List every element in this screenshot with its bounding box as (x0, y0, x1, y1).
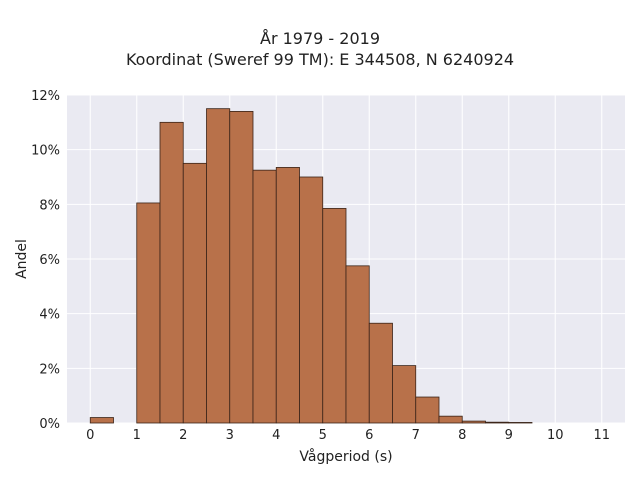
x-tick-label: 2 (179, 428, 187, 443)
y-tick-label: 2% (39, 362, 60, 377)
histogram-bar (275, 167, 300, 424)
histogram-bar (485, 421, 510, 424)
histogram-bar (229, 111, 254, 424)
y-tick-label: 0% (39, 417, 60, 432)
histogram-bar (415, 396, 440, 424)
histogram-bar (322, 208, 347, 424)
histogram-bar (136, 202, 161, 424)
chart-title-line-2: Koordinat (Sweref 99 TM): E 344508, N 62… (125, 50, 515, 69)
x-tick-label: 9 (505, 428, 513, 443)
x-tick-label: 11 (593, 428, 610, 443)
x-tick-label: 8 (458, 428, 466, 443)
x-tick-label: 0 (86, 428, 94, 443)
y-tick-labels: 0% 2% 4% 6% 8% 10% 12% (31, 89, 60, 432)
y-tick-label: 12% (31, 89, 60, 104)
x-tick-label: 3 (226, 428, 234, 443)
x-tick-label: 4 (272, 428, 280, 443)
histogram-bars (89, 108, 533, 424)
histogram-bar (345, 265, 370, 424)
x-tick-label: 7 (412, 428, 420, 443)
histogram-bar (368, 322, 393, 424)
histogram-bar (508, 422, 533, 424)
histogram-bar (206, 108, 231, 424)
y-tick-label: 4% (39, 308, 60, 323)
x-tick-labels: 0 1 2 3 4 5 6 7 8 9 10 11 (86, 428, 610, 443)
chart-title-line-1: År 1979 - 2019 (260, 29, 380, 48)
x-axis-label: Vågperiod (s) (299, 448, 392, 465)
y-tick-label: 10% (31, 144, 60, 159)
histogram-bar (438, 415, 463, 424)
histogram-bar (392, 365, 417, 424)
y-axis-label: Andel (14, 239, 30, 279)
histogram-bar (89, 417, 114, 424)
x-tick-label: 1 (133, 428, 141, 443)
x-tick-label: 5 (319, 428, 327, 443)
histogram-bar (461, 420, 486, 424)
histogram-bar (159, 121, 184, 424)
histogram-bar (182, 162, 207, 424)
x-tick-label: 6 (365, 428, 373, 443)
y-tick-label: 6% (39, 253, 60, 268)
y-tick-label: 8% (39, 198, 60, 213)
histogram-bar (299, 176, 324, 424)
histogram-bar (252, 169, 277, 424)
x-tick-label: 10 (547, 428, 564, 443)
